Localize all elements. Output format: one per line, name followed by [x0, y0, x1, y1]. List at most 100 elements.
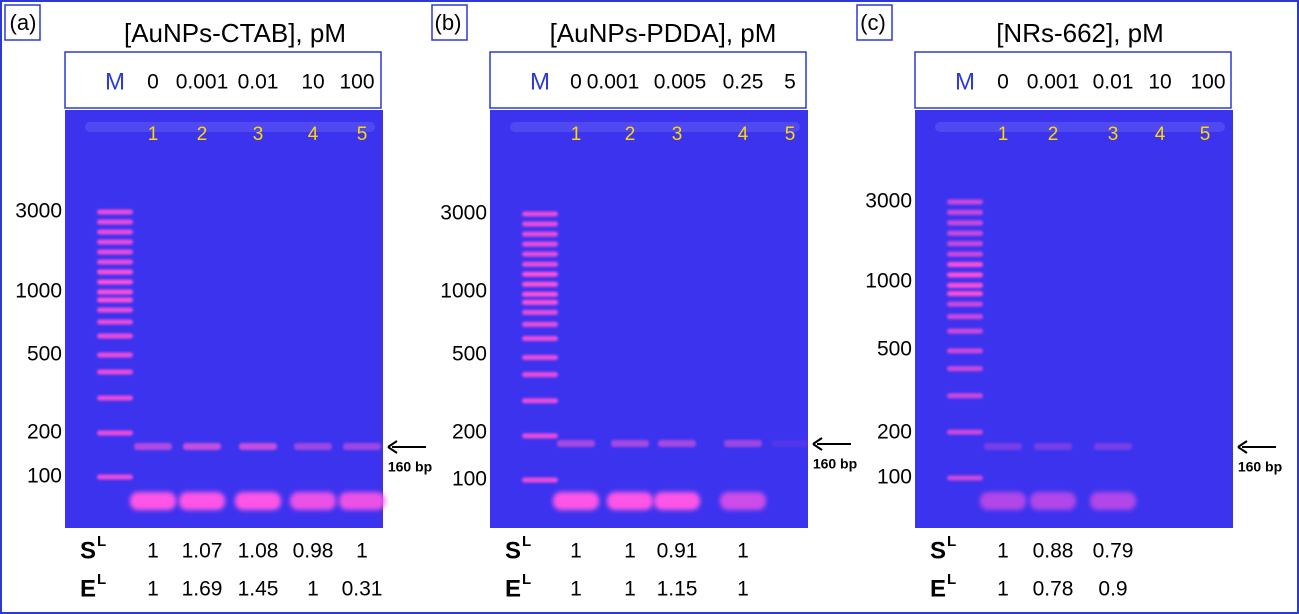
- row-value: 1: [737, 578, 749, 601]
- ladder-band: [947, 230, 983, 236]
- arrow-head: [1237, 440, 1248, 454]
- ladder-label: 200: [877, 421, 912, 444]
- row-label: S: [80, 537, 96, 564]
- ladder-band: [947, 272, 983, 278]
- ladder-band: [947, 261, 983, 267]
- ladder-band: [947, 301, 983, 307]
- panel-label: (b): [435, 10, 462, 35]
- row-value: 1: [997, 578, 1009, 601]
- ladder-band: [947, 475, 983, 481]
- ladder-band: [947, 282, 983, 288]
- ladder-band: [97, 474, 133, 480]
- concentration: 0.001: [1027, 71, 1080, 94]
- row-value: 1: [997, 540, 1009, 563]
- ladder-label: 3000: [440, 202, 487, 225]
- lane-number: 2: [1048, 124, 1059, 145]
- row-label-sup: L: [522, 533, 531, 550]
- ladder-band: [522, 309, 558, 315]
- row-value: 1: [737, 540, 749, 563]
- arrow-head: [387, 440, 398, 454]
- ladder-label: 200: [452, 421, 487, 444]
- panel-label: (c): [860, 10, 886, 35]
- ladder-label: 1000: [15, 280, 62, 303]
- ladder-band: [947, 199, 983, 205]
- ladder-band: [97, 249, 133, 255]
- row-value: 1.08: [238, 540, 279, 563]
- concentration: 0: [147, 71, 159, 94]
- ladder-band: [97, 239, 133, 245]
- lane-number: 1: [148, 124, 159, 145]
- row-value: 1: [570, 578, 582, 601]
- gel: [490, 110, 808, 528]
- ladder-band: [97, 430, 133, 436]
- ladder-band: [522, 477, 558, 483]
- ladder-band: [97, 352, 133, 358]
- annotation: 160 bp: [1238, 459, 1282, 475]
- ladder-band: [522, 281, 558, 287]
- header-box: [914, 51, 1232, 109]
- marker-label: M: [105, 68, 125, 95]
- sample-band: [1034, 443, 1072, 450]
- panel-title: [AuNPs-CTAB], pM: [124, 18, 346, 48]
- panel: (c) [NRs-662], pM M 0 0.001 0.01 10 100 1 2 3 4 5 300…: [856, 4, 1282, 602]
- sample-band: [724, 440, 762, 447]
- ladder-band: [522, 261, 558, 267]
- lane-number: 2: [625, 124, 636, 145]
- concentration: 5: [784, 71, 796, 94]
- sample-band: [294, 443, 332, 450]
- ladder-band: [947, 366, 983, 372]
- concentration: 100: [1190, 71, 1225, 94]
- header-box: [489, 51, 807, 109]
- ladder-label: 1000: [440, 280, 487, 303]
- row-value: 1: [356, 540, 368, 563]
- ladder-band: [522, 231, 558, 237]
- row-value: 0.78: [1033, 578, 1074, 601]
- concentration: 10: [1148, 71, 1171, 94]
- primer-band: [1090, 492, 1136, 510]
- sample-band: [1094, 443, 1132, 450]
- lane-number: 3: [253, 124, 264, 145]
- sample-band: [557, 440, 595, 447]
- ladder-band: [97, 219, 133, 225]
- ladder-label: 3000: [15, 200, 62, 223]
- ladder-band: [97, 259, 133, 265]
- lane-number: 4: [1155, 124, 1166, 145]
- sample-band: [611, 440, 649, 447]
- concentration: 0: [997, 71, 1009, 94]
- annotation: 160 bp: [813, 456, 857, 472]
- sample-band: [771, 440, 809, 447]
- lane-number: 4: [738, 124, 749, 145]
- primer-band: [553, 492, 599, 510]
- concentration: 0.25: [723, 71, 764, 94]
- primer-band: [980, 492, 1026, 510]
- row-label: S: [930, 537, 946, 564]
- concentration: 0.01: [1093, 71, 1134, 94]
- ladder-band: [947, 220, 983, 226]
- ladder-label: 100: [27, 465, 62, 488]
- row-label: E: [80, 575, 96, 602]
- row-value: 1: [147, 540, 159, 563]
- lane-number: 3: [1108, 124, 1119, 145]
- concentration: 0.01: [238, 71, 279, 94]
- primer-band: [130, 492, 176, 510]
- concentration: 0.001: [176, 71, 229, 94]
- row-value: 1.07: [182, 540, 223, 563]
- row-label-sup: L: [97, 571, 106, 588]
- row-value: 1: [147, 578, 159, 601]
- ladder-band: [947, 393, 983, 399]
- gel-well-row: [935, 122, 1225, 132]
- concentration: 100: [339, 71, 374, 94]
- row-value: 1: [624, 578, 636, 601]
- ladder-band: [522, 398, 558, 404]
- ladder-band: [522, 241, 558, 247]
- ladder-band: [97, 333, 133, 339]
- ladder-band: [522, 221, 558, 227]
- row-value: 0.31: [342, 578, 383, 601]
- header-box: [64, 51, 382, 109]
- ladder-band: [522, 321, 558, 327]
- ladder-band: [522, 433, 558, 439]
- gel-well-row: [85, 122, 375, 132]
- gel-well-row: [510, 122, 800, 132]
- primer-band: [290, 492, 336, 510]
